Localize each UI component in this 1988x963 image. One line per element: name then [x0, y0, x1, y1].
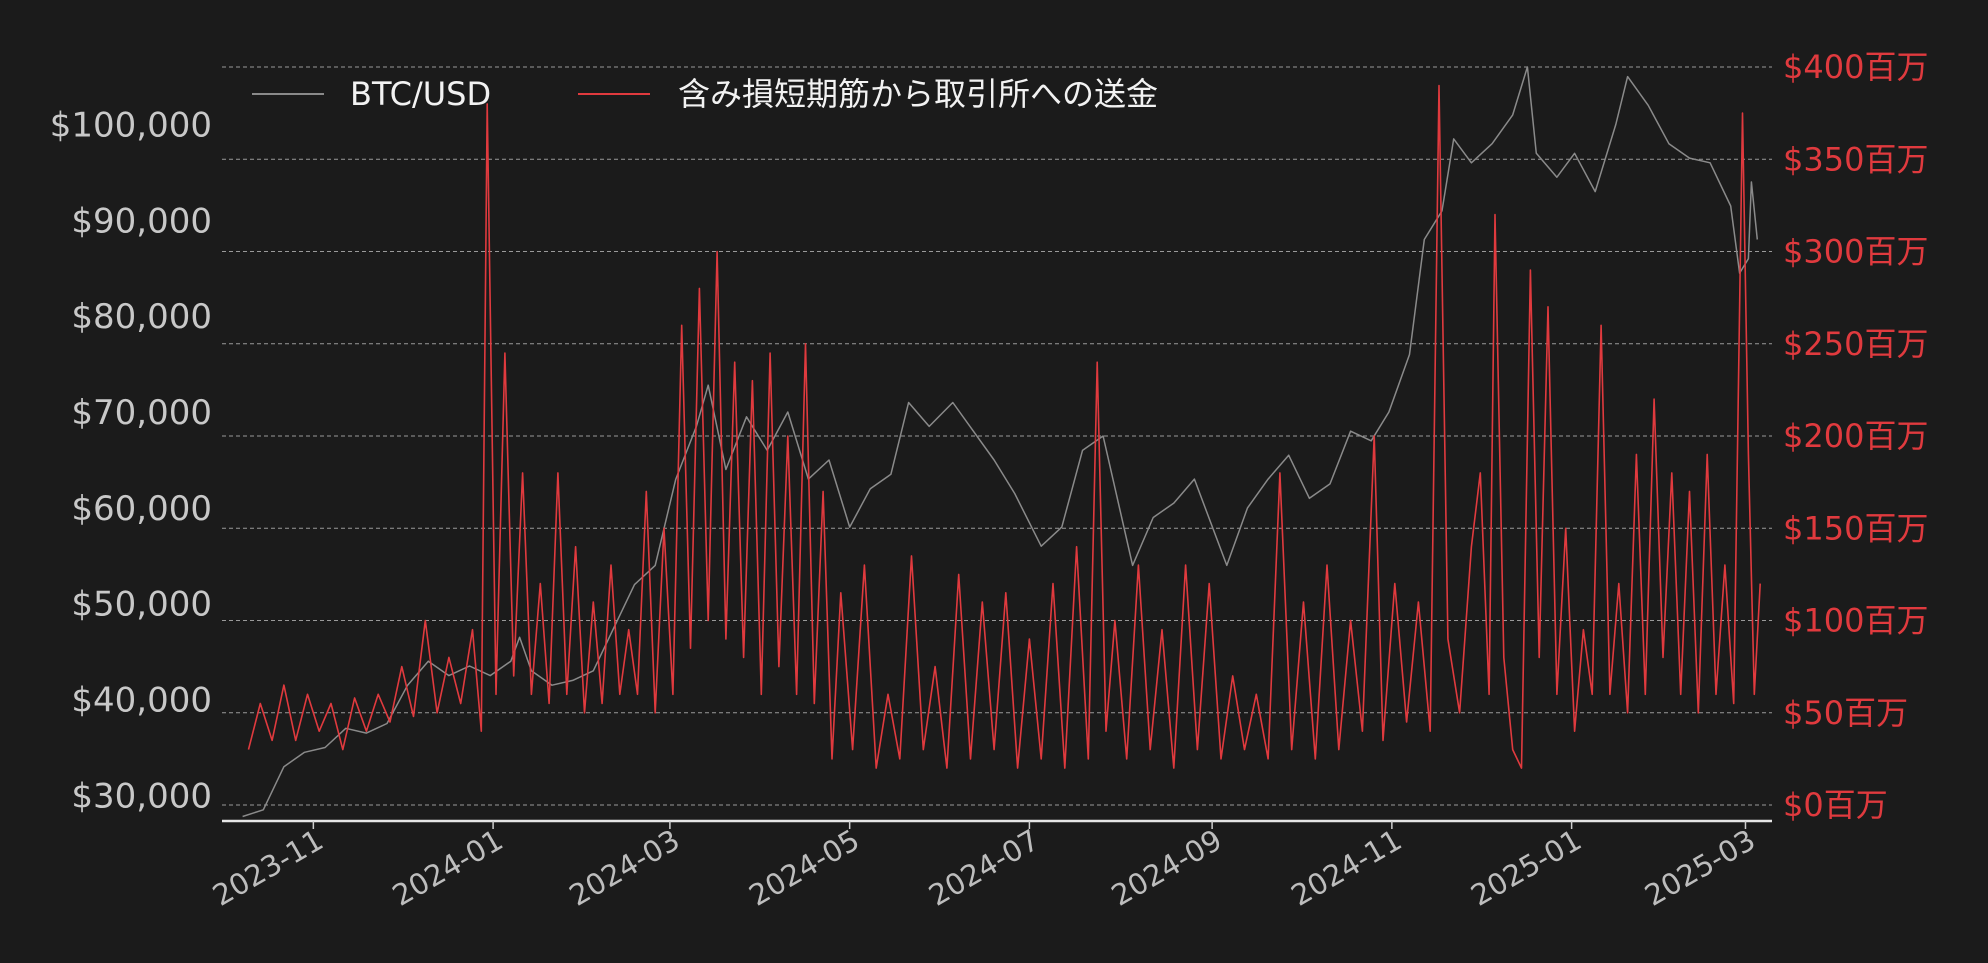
left-tick-label: $80,000	[71, 297, 212, 337]
left-tick-label: $70,000	[71, 393, 212, 433]
right-tick-label: $100百万	[1783, 602, 1928, 640]
right-tick-label: $250百万	[1783, 325, 1928, 363]
left-axis: $30,000 $40,000 $50,000 $60,000 $70,000 $80,0…	[50, 106, 212, 817]
legend: BTC/USD 含み損短期筋から取引所への送金	[252, 75, 1158, 113]
right-tick-label: $150百万	[1783, 509, 1928, 547]
left-tick-label: $100,000	[50, 106, 212, 146]
series-layer	[242, 66, 1761, 818]
left-tick-label: $50,000	[71, 585, 212, 625]
left-tick-label: $90,000	[71, 201, 212, 241]
left-tick-label: $40,000	[71, 681, 212, 721]
right-tick-label: $300百万	[1783, 233, 1928, 271]
right-tick-label: $0百万	[1783, 786, 1888, 824]
legend-label: 含み損短期筋から取引所への送金	[678, 75, 1158, 113]
right-tick-label: $200百万	[1783, 417, 1928, 455]
left-tick-label: $60,000	[71, 489, 212, 529]
legend-label: BTC/USD	[350, 75, 491, 113]
grid-lines	[222, 66, 1772, 806]
series-line-btc-usd	[242, 66, 1759, 818]
right-tick-label: $400百万	[1783, 48, 1928, 86]
right-axis: $0百万 $50百万 $100百万 $150百万 $200百万 $250百万 $300百万 $…	[1783, 48, 1928, 824]
series-line-exchange-inflow	[247, 84, 1761, 769]
left-tick-label: $30,000	[71, 776, 212, 816]
right-tick-label: $50百万	[1783, 694, 1908, 732]
right-tick-label: $350百万	[1783, 140, 1928, 178]
